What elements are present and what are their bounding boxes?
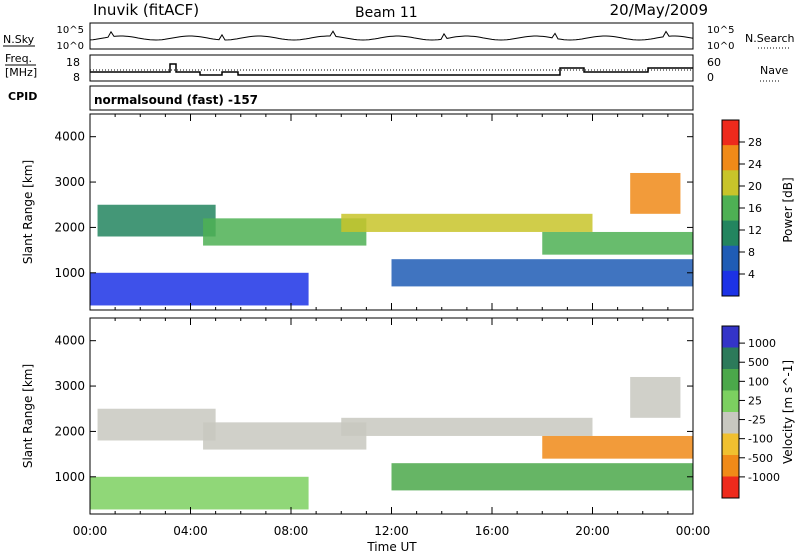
colorbar-segment [722,455,739,477]
nsky-trace [89,30,694,44]
colorbar-segment [722,195,739,222]
freq-panel: Freq. [MHz] 18 8 60 0 Nave [5,52,788,84]
colorbar-segment [722,245,739,272]
data-region [630,172,681,214]
y-tick-label: 1000 [54,266,85,280]
colorbar-segment [722,433,739,456]
x-axis-tick-labels: 00:00 04:00 08:00 12:00 16:00 20:00 00:00 [73,524,711,538]
freq-tick-bottom: 8 [73,71,80,84]
x-tick-label: 12:00 [374,524,409,538]
x-tick-label: 08:00 [274,524,309,538]
y-tick-label: 2000 [54,220,85,234]
colorbar-tick-label: 20 [748,180,762,193]
colorbar-tick-label: -25 [748,414,766,427]
nsearch-label: N.Search [745,32,795,45]
y-tick-label: 3000 [54,379,85,393]
velocity-panel: 1000 2000 3000 4000 Slant Range [km] [21,317,694,515]
data-region [203,218,367,246]
x-axis-label: Time UT [366,540,417,554]
data-region [542,231,693,255]
cpid-panel [89,85,694,111]
y-tick-label: 4000 [54,334,85,348]
data-region [203,422,367,450]
colorbar-segment [722,170,739,196]
colorbar-tick-label: 25 [748,394,762,407]
data-region [97,408,216,441]
data-region [341,417,593,436]
cpid-text: normalsound (fast) -157 [94,93,258,107]
nsearch-tick-bottom: 10^0 [707,41,734,52]
colorbar-tick-label: 12 [748,224,762,237]
freq-label: Freq. [5,52,32,65]
x-tick-label: 00:00 [73,524,108,538]
velocity-colorbar: 1000 500 100 25 -25 -100 -500 -1000 Velocity [m… [721,325,795,499]
freq-trace [90,63,693,76]
colorbar-tick-label: 4 [748,268,755,281]
y-tick-label: 2000 [54,424,85,438]
nave-tick-top: 60 [707,56,721,69]
power-y-ticks: 1000 2000 3000 4000 [54,130,693,280]
power-data-cells [90,172,693,306]
x-tick-label: 16:00 [475,524,510,538]
velocity-y-ticks: 1000 2000 3000 4000 [54,334,693,484]
data-region [391,259,693,287]
nsearch-tick-top: 10^5 [707,25,734,36]
colorbar-tick-label: 24 [748,158,762,171]
data-region [90,476,309,510]
x-tick-label: 00:00 [676,524,711,538]
date-title: 20/May/2009 [610,1,708,19]
data-region [630,376,681,418]
colorbar-segment [722,120,739,146]
nsky-panel: N.Sky 10^5 10^0 10^5 10^0 N.Search [3,22,795,52]
velocity-x-ticks [89,318,694,514]
colorbar-tick-label: 28 [748,136,762,149]
data-region [97,204,216,237]
colorbar-tick-label: 8 [748,246,755,259]
nsky-tick-bottom: 10^0 [57,41,84,52]
nsky-tick-top: 10^5 [57,25,84,36]
colorbar-segment [722,270,739,297]
colorbar-tick-label: 16 [748,202,762,215]
data-region [391,463,693,491]
colorbar-segment [722,369,739,391]
freq-tick-top: 18 [66,56,80,69]
colorbar-segment [722,145,739,171]
colorbar-segment [722,476,739,499]
x-tick-label: 20:00 [575,524,610,538]
y-tick-label: 1000 [54,470,85,484]
power-y-axis-label: Slant Range [km] [21,160,35,264]
colorbar-segment [722,412,739,434]
data-region [341,213,593,232]
power-colorbar: 4 8 12 16 20 24 28 Power [dB] [721,119,795,297]
beam-title: Beam 11 [355,5,418,21]
freq-unit-label: [MHz] [5,66,37,79]
nave-label: Nave [760,64,788,77]
colorbar-tick-label: -500 [748,452,773,465]
colorbar-segment [722,326,739,348]
colorbar-segment [722,390,739,413]
nave-tick-bottom: 0 [707,71,714,84]
y-tick-label: 3000 [54,175,85,189]
cpid-label: CPID [8,90,37,103]
power-colorbar-label: Power [dB] [781,177,795,242]
power-x-ticks [89,114,694,310]
colorbar-tick-label: -1000 [748,471,780,484]
station-title: Inuvik (fitACF) [93,1,199,19]
colorbar-segment [722,220,739,247]
velocity-y-axis-label: Slant Range [km] [21,364,35,468]
velocity-data-cells [90,376,693,510]
colorbar-segment [722,347,739,370]
data-region [542,435,693,459]
colorbar-tick-label: -100 [748,433,773,446]
y-tick-label: 4000 [54,130,85,144]
velocity-colorbar-label: Velocity [m s^-1] [781,360,795,464]
nsky-label: N.Sky [3,33,35,46]
power-panel: 1000 2000 3000 4000 Slant Range [km] [21,113,694,311]
colorbar-tick-label: 100 [748,375,769,388]
x-tick-label: 04:00 [173,524,208,538]
colorbar-tick-label: 1000 [748,337,776,350]
colorbar-tick-label: 500 [748,356,769,369]
data-region [90,272,309,306]
